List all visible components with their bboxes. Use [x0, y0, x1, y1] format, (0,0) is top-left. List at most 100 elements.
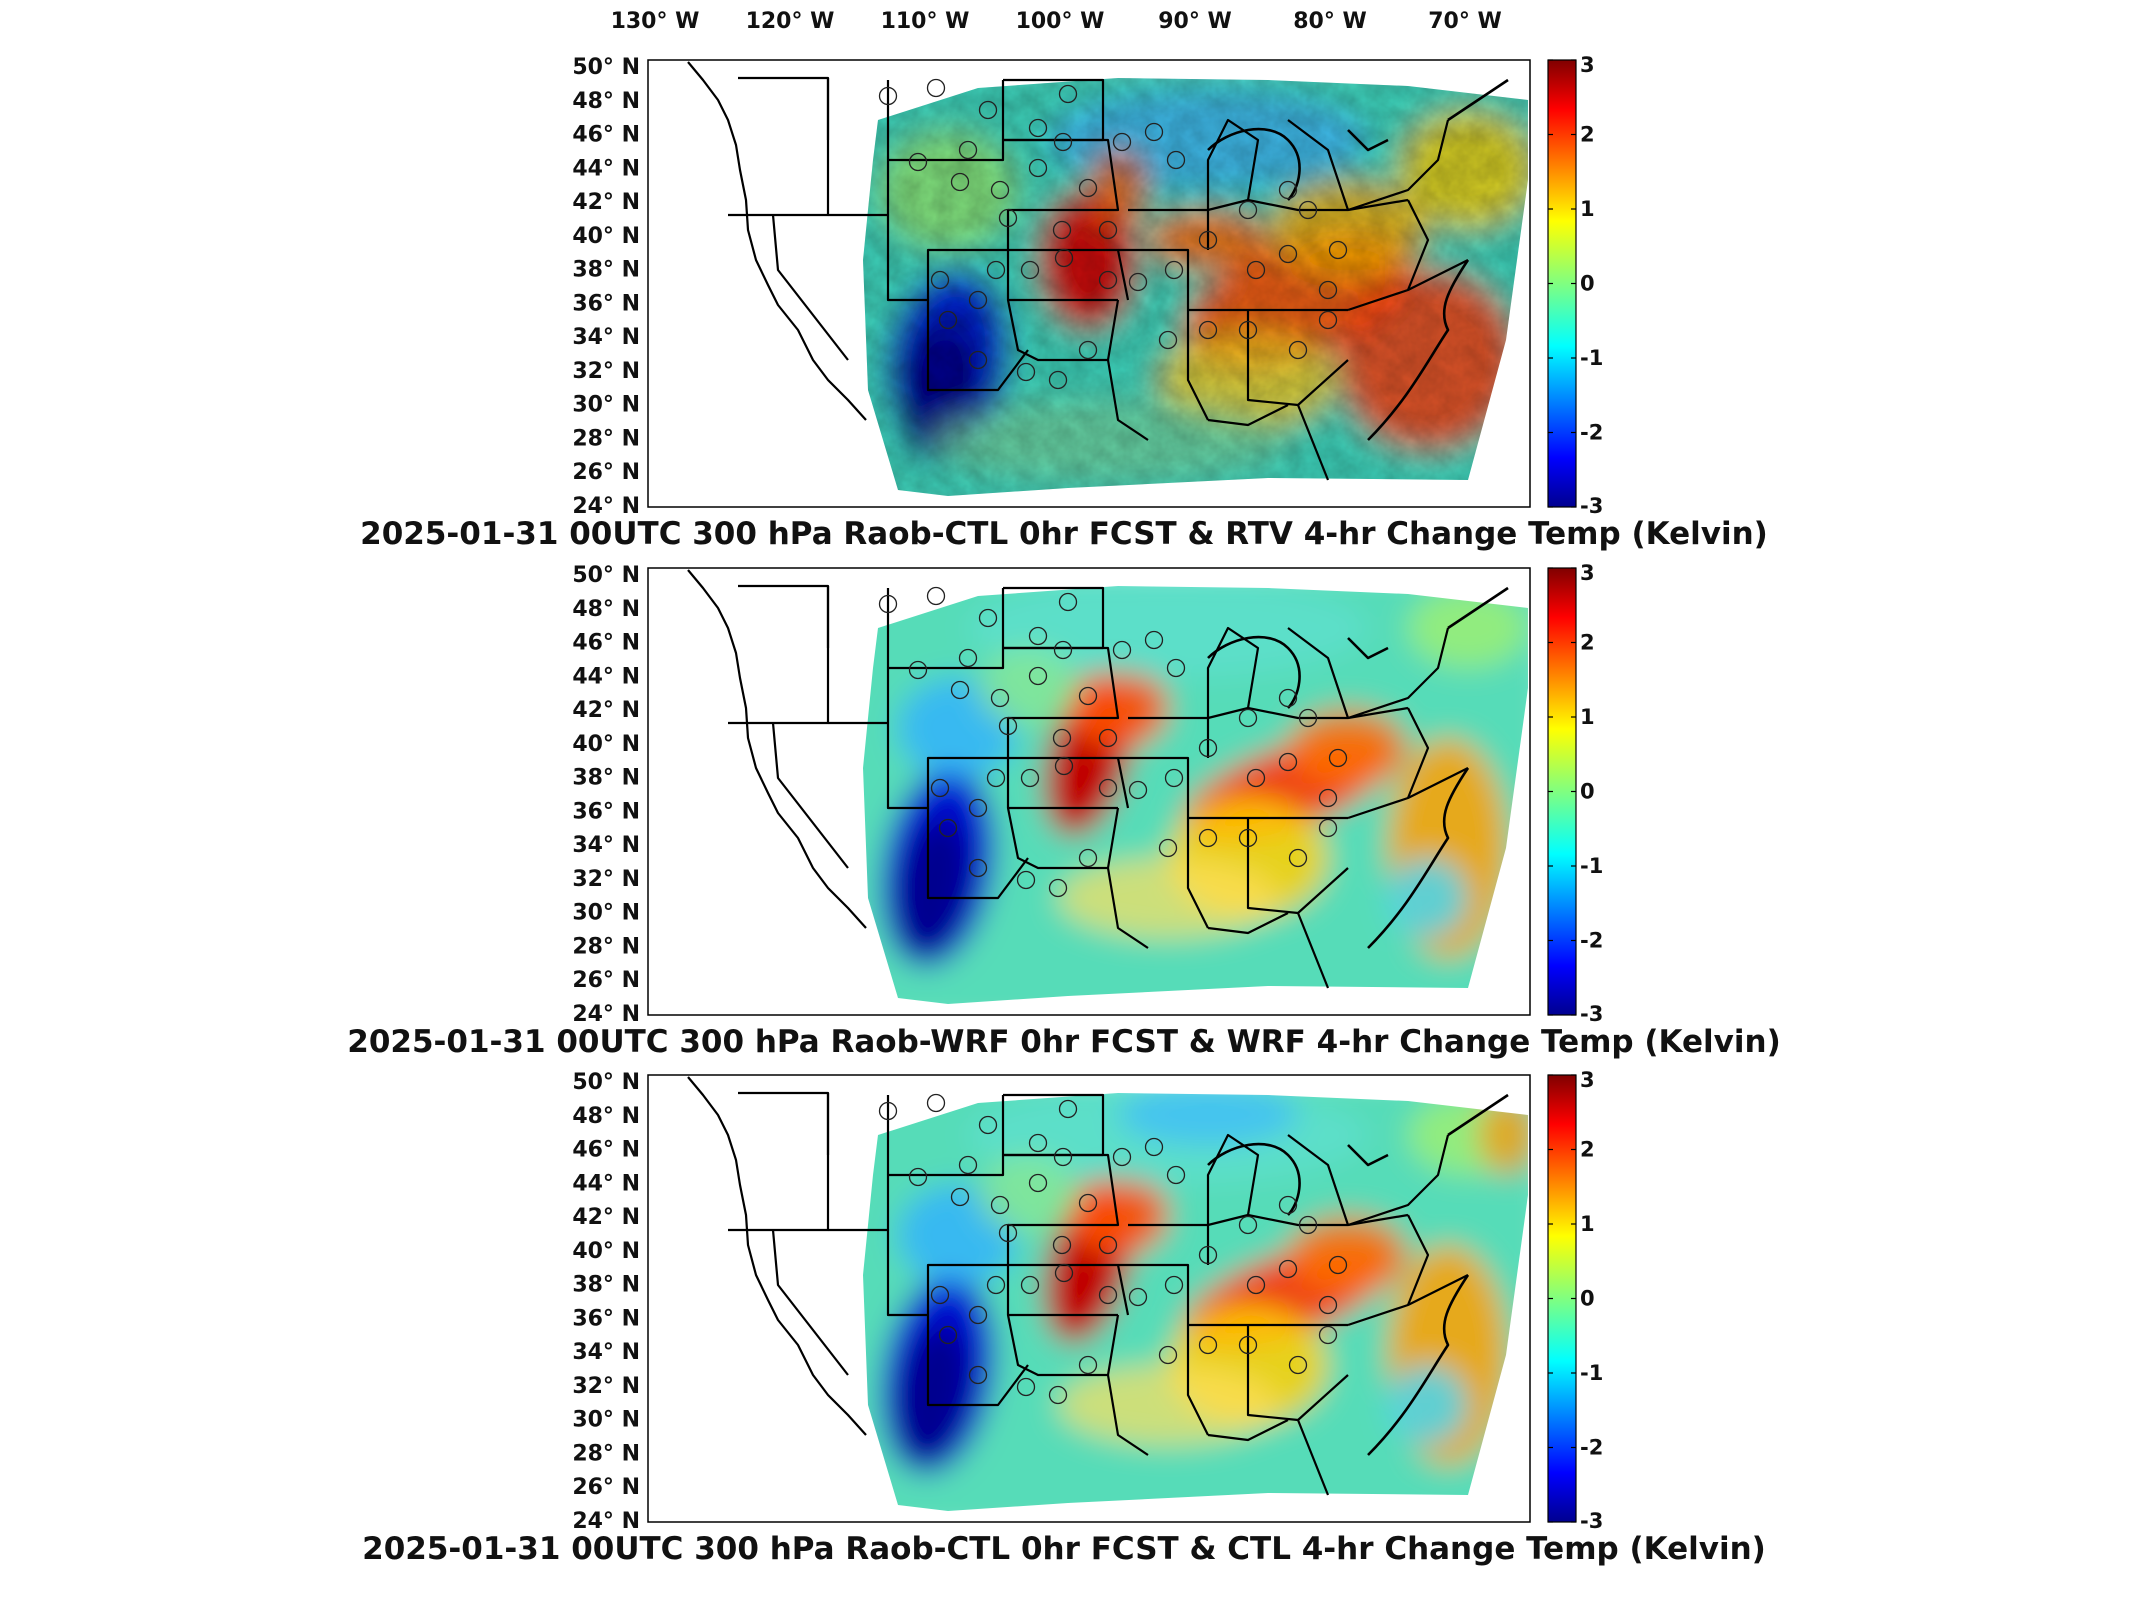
- latitude-label: 26° N: [572, 460, 640, 485]
- station-marker: [968, 290, 988, 310]
- station-marker: [978, 100, 998, 120]
- latitude-label: 32° N: [572, 359, 640, 384]
- station-marker: [1078, 178, 1098, 198]
- station-marker: [1020, 1275, 1040, 1295]
- station-marker: [1020, 768, 1040, 788]
- station-marker: [1098, 270, 1118, 290]
- latitude-label: 28° N: [572, 426, 640, 451]
- longitude-label: 130° W: [611, 9, 700, 34]
- station-marker: [1028, 1133, 1048, 1153]
- station-marker: [1164, 260, 1184, 280]
- station-marker: [1098, 778, 1118, 798]
- raob-stations: [878, 78, 1348, 390]
- station-marker: [1128, 272, 1148, 292]
- station-marker: [908, 660, 928, 680]
- station-marker: [1078, 1355, 1098, 1375]
- latitude-label: 40° N: [572, 224, 640, 249]
- station-marker: [1288, 1355, 1308, 1375]
- station-marker: [998, 1223, 1018, 1243]
- latitude-label: 46° N: [572, 123, 640, 148]
- station-marker: [908, 1167, 928, 1187]
- station-marker: [1198, 320, 1218, 340]
- station-marker: [1028, 626, 1048, 646]
- station-marker: [1278, 752, 1298, 772]
- latitude-label: 44° N: [572, 156, 640, 181]
- station-marker: [958, 648, 978, 668]
- latitude-label: 24° N: [572, 1002, 640, 1027]
- station-marker: [1048, 878, 1068, 898]
- station-marker: [986, 1275, 1006, 1295]
- station-marker: [1058, 592, 1078, 612]
- colorbar-label: 1: [1580, 197, 1595, 221]
- latitude-label: 24° N: [572, 1509, 640, 1534]
- latitude-label: 34° N: [572, 833, 640, 858]
- station-marker: [1278, 1195, 1298, 1215]
- station-marker: [1164, 1275, 1184, 1295]
- colorbar-label: 2: [1580, 1138, 1595, 1162]
- station-marker: [1058, 84, 1078, 104]
- station-marker: [950, 1187, 970, 1207]
- station-marker: [1166, 658, 1186, 678]
- station-marker: [990, 180, 1010, 200]
- station-marker: [1318, 310, 1338, 330]
- raob-stations: [878, 586, 1348, 898]
- station-marker: [1328, 240, 1348, 260]
- latitude-label: 24° N: [572, 494, 640, 519]
- latitude-label: 46° N: [572, 631, 640, 656]
- colorbar-label: -3: [1580, 1002, 1603, 1026]
- station-marker: [1053, 132, 1073, 152]
- station-marker: [1078, 1193, 1098, 1213]
- station-marker: [1098, 220, 1118, 240]
- colorbar-label: -2: [1580, 1436, 1603, 1460]
- station-marker: [1318, 818, 1338, 838]
- station-marker: [1166, 150, 1186, 170]
- station-marker: [1052, 1235, 1072, 1255]
- colorbar-label: 0: [1580, 272, 1595, 296]
- map-panel: 50° N 48° N 46° N 44° N 42° N 40° N 38° N 36° N…: [360, 53, 1768, 552]
- latitude-axis-labels: 50° N 48° N 46° N 44° N 42° N 40° N 38° N 36° N…: [572, 55, 640, 519]
- station-marker: [1318, 788, 1338, 808]
- latitude-label: 44° N: [572, 1171, 640, 1196]
- colorbar-label: -1: [1580, 854, 1603, 878]
- map-frame: [647, 1074, 1531, 1523]
- station-marker: [1078, 848, 1098, 868]
- station-marker: [1053, 1147, 1073, 1167]
- latitude-label: 42° N: [572, 698, 640, 723]
- raob-stations: [878, 1093, 1348, 1405]
- temperature-change-field: [863, 1093, 1528, 1511]
- station-marker: [1318, 1295, 1338, 1315]
- station-marker: [1098, 728, 1118, 748]
- map-frame: [647, 59, 1531, 508]
- station-marker: [1158, 1345, 1178, 1365]
- station-marker: [1198, 1245, 1218, 1265]
- panels: 50° N 48° N 46° N 44° N 42° N 40° N 38° N 36° N…: [347, 53, 1781, 1567]
- station-marker: [950, 172, 970, 192]
- colorbar-label: 3: [1580, 1068, 1595, 1092]
- station-marker: [1048, 1385, 1068, 1405]
- station-marker: [1328, 1255, 1348, 1275]
- latitude-label: 40° N: [572, 732, 640, 757]
- map-frame: [647, 567, 1531, 1016]
- station-marker: [1112, 640, 1132, 660]
- station-marker: [1098, 1285, 1118, 1305]
- colorbar: 3 2 1 0 -1 -2 -3: [1547, 53, 1603, 518]
- station-marker: [1054, 248, 1074, 268]
- station-marker: [950, 680, 970, 700]
- longitude-label: 120° W: [746, 9, 835, 34]
- colorbar-label: 1: [1580, 1212, 1595, 1236]
- station-marker: [958, 140, 978, 160]
- station-marker: [1098, 1235, 1118, 1255]
- latitude-label: 38° N: [572, 766, 640, 791]
- colorbar-label: 1: [1580, 705, 1595, 729]
- station-marker: [1128, 1287, 1148, 1307]
- colorbar-label: -3: [1580, 494, 1603, 518]
- station-marker: [930, 1285, 950, 1305]
- station-marker: [1016, 362, 1036, 382]
- station-marker: [1158, 330, 1178, 350]
- colorbar-label: 0: [1580, 1287, 1595, 1311]
- station-marker: [1198, 1335, 1218, 1355]
- station-marker: [930, 270, 950, 290]
- latitude-label: 30° N: [572, 901, 640, 926]
- state-boundaries: [687, 569, 1509, 989]
